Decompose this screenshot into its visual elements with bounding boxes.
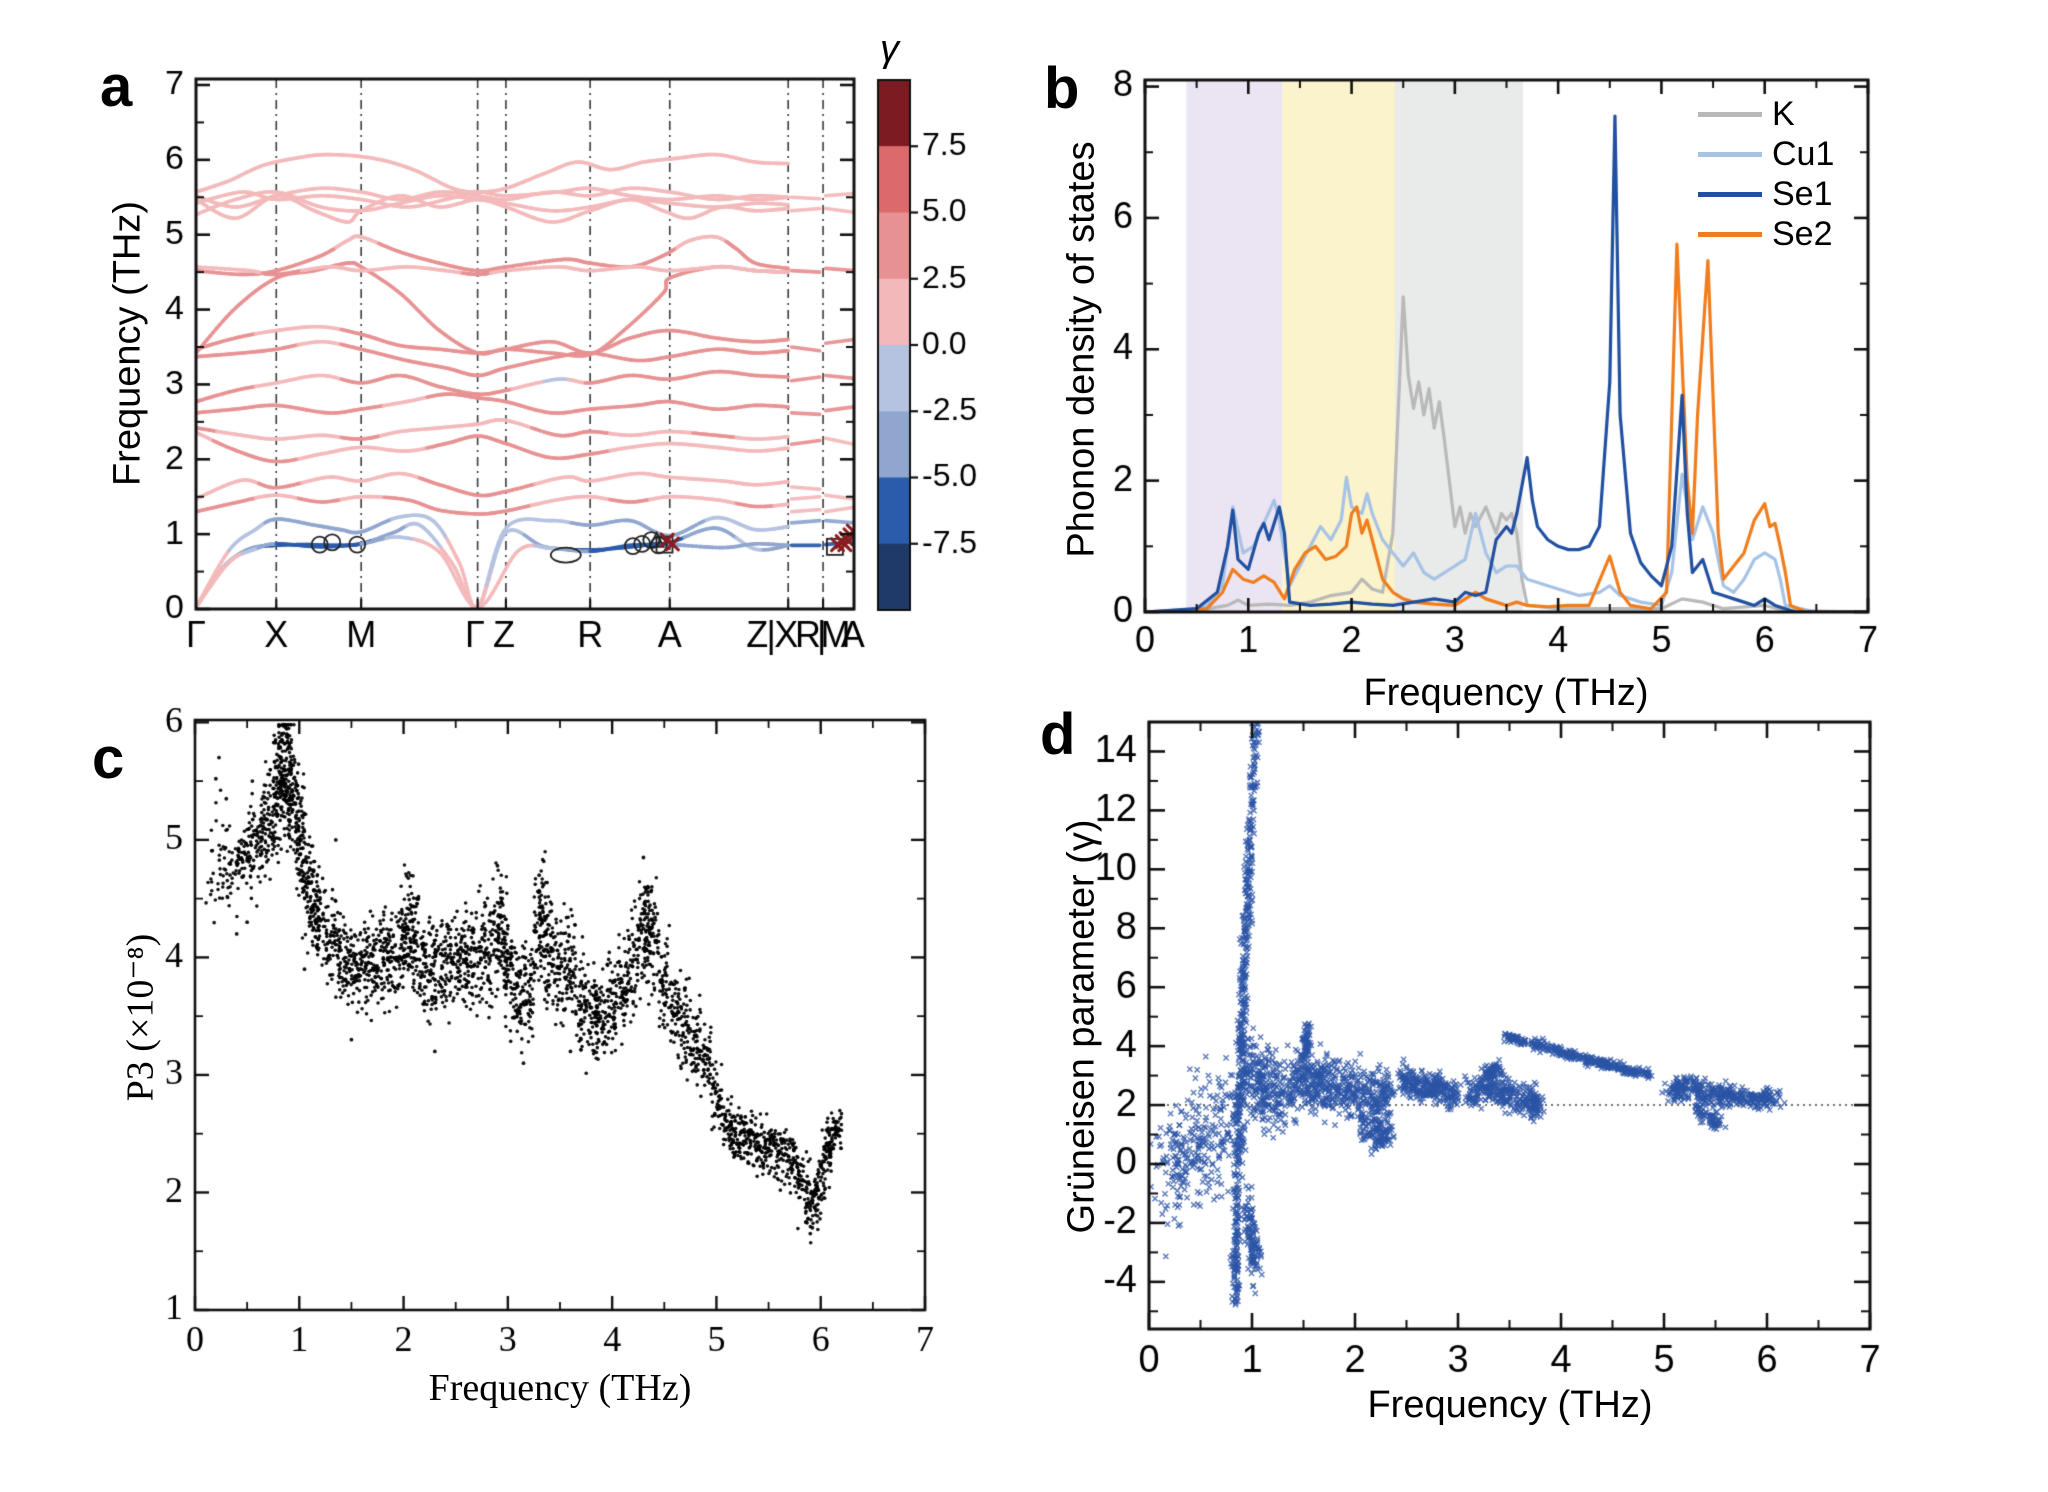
legend-swatch-Se2 xyxy=(1698,231,1762,237)
gruneisen-xlabel: Frequency (THz) xyxy=(1367,1384,1653,1426)
legend-item-Se1: Se1 xyxy=(1698,174,1834,214)
p3-ylabel: P3 (×10⁻⁸) xyxy=(119,933,162,1102)
panel-letter-a: a xyxy=(100,54,133,119)
legend-label-Cu1: Cu1 xyxy=(1772,135,1835,173)
legend-label-Se2: Se2 xyxy=(1772,215,1833,253)
dos-legend: K Cu1 Se1 Se2 xyxy=(1698,94,1834,254)
dos-xlabel: Frequency (THz) xyxy=(1363,672,1649,714)
legend-item-Cu1: Cu1 xyxy=(1698,134,1834,174)
band-structure-ylabel: Frequency (THz) xyxy=(106,200,149,487)
dos-ylabel: Phonon density of states xyxy=(1060,141,1103,558)
panel-letter-d: d xyxy=(1040,702,1076,767)
panel-letter-c: c xyxy=(92,726,125,791)
p3-xlabel: Frequency (THz) xyxy=(428,1367,692,1409)
legend-item-K: K xyxy=(1698,94,1834,134)
colorbar-title: γ xyxy=(880,28,899,70)
legend-swatch-Se1 xyxy=(1698,191,1762,197)
gruneisen-ylabel: Grüneisen parameter (γ) xyxy=(1060,819,1103,1234)
legend-label-K: K xyxy=(1772,95,1795,133)
panel-letter-b: b xyxy=(1044,56,1080,121)
legend-label-Se1: Se1 xyxy=(1772,175,1833,213)
legend-swatch-Cu1 xyxy=(1698,151,1762,157)
legend-swatch-K xyxy=(1698,111,1762,117)
legend-item-Se2: Se2 xyxy=(1698,214,1834,254)
